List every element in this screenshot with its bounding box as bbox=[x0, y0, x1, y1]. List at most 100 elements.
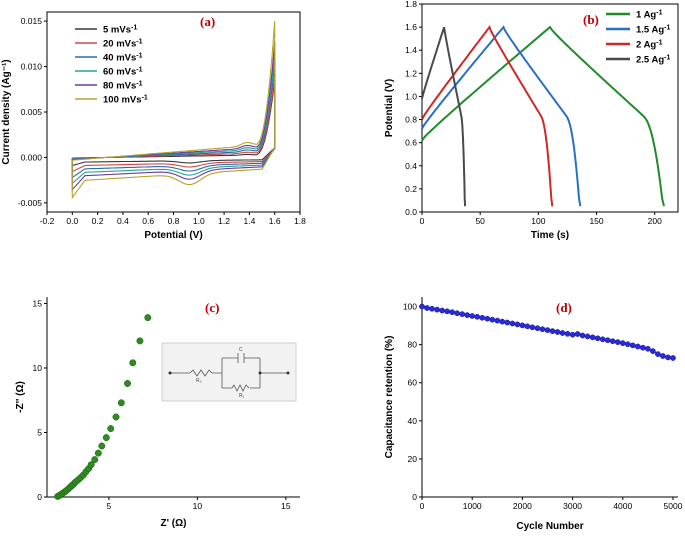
x-tick-label: -0.2 bbox=[40, 216, 55, 226]
y-tick-label: 0.8 bbox=[405, 115, 417, 125]
gcd-chart: 0 50 100 150 200 0.0 0.2 0.4 0.6 0.8 1.0 1.2 1.4 1.6 1… bbox=[384, 0, 679, 241]
data-point bbox=[469, 313, 476, 319]
cv-series-line bbox=[71, 21, 276, 200]
x-tick-label: 0.2 bbox=[92, 216, 104, 226]
panel-label: (d) bbox=[556, 300, 572, 315]
data-point bbox=[484, 315, 491, 322]
data-point bbox=[539, 326, 546, 333]
data-point bbox=[444, 308, 450, 315]
data-point bbox=[439, 307, 445, 314]
y-tick-label: 1.6 bbox=[405, 22, 417, 32]
data-point bbox=[464, 312, 471, 318]
x-tick-label: 1.8 bbox=[294, 216, 306, 226]
node bbox=[258, 371, 262, 375]
gcd-series-line bbox=[421, 26, 467, 207]
legend-label: 80 mVs-1 bbox=[103, 80, 143, 92]
y-tick-label: 0.005 bbox=[21, 107, 43, 117]
data-point bbox=[634, 343, 641, 350]
data-point bbox=[574, 331, 581, 337]
data-point bbox=[534, 325, 541, 332]
data-point bbox=[499, 318, 506, 325]
data-point bbox=[624, 341, 631, 348]
y-tick-label: 60 bbox=[408, 378, 418, 388]
data-point bbox=[554, 329, 561, 335]
data-point bbox=[559, 330, 566, 336]
terminal bbox=[286, 371, 290, 375]
inset-frame bbox=[161, 342, 297, 402]
y-tick-label: 1.8 bbox=[405, 0, 417, 9]
y-tick-label: 0.2 bbox=[405, 184, 417, 194]
y-axis-label: Potential (V) bbox=[384, 79, 395, 137]
gcd-series-line bbox=[421, 25, 665, 207]
x-tick-label: 3000 bbox=[563, 501, 582, 511]
gcd-series-line bbox=[421, 25, 554, 207]
data-point bbox=[107, 425, 115, 433]
data-point bbox=[645, 345, 651, 352]
data-point bbox=[524, 323, 531, 330]
x-tick-label: 0 bbox=[420, 501, 425, 511]
x-tick-label: 50 bbox=[475, 216, 485, 226]
x-tick-label: 10 bbox=[193, 501, 203, 511]
data-point bbox=[434, 306, 440, 313]
y-axis-label: -Z'' (Ω) bbox=[15, 381, 26, 413]
data-point bbox=[449, 309, 455, 316]
data-point bbox=[619, 340, 626, 346]
data-point bbox=[544, 327, 551, 333]
data-point bbox=[94, 449, 102, 457]
x-tick-label: 1.4 bbox=[243, 216, 255, 226]
data-point bbox=[655, 351, 661, 357]
data-point bbox=[424, 305, 430, 311]
plot-frame bbox=[46, 11, 301, 213]
data-point bbox=[87, 461, 95, 469]
data-point bbox=[474, 313, 481, 320]
x-axis-label: Time (s) bbox=[531, 230, 569, 241]
data-point bbox=[569, 331, 576, 338]
legend-label: 40 mVs-1 bbox=[103, 52, 143, 64]
data-point bbox=[419, 303, 425, 310]
panel-label: (c) bbox=[205, 300, 219, 315]
y-tick-label: 1.0 bbox=[405, 91, 417, 101]
data-point bbox=[609, 338, 616, 345]
data-point bbox=[429, 305, 435, 312]
y-tick-label: 100 bbox=[403, 302, 417, 312]
x-tick-label: 1.6 bbox=[269, 216, 281, 226]
x-axis-label: Cycle Number bbox=[516, 521, 583, 532]
legend-label: 2.5 Ag-1 bbox=[636, 54, 671, 66]
y-axis-label: Current density (Ag⁻¹) bbox=[1, 59, 12, 164]
data-point bbox=[640, 344, 646, 351]
x-tick-label: 2000 bbox=[513, 501, 532, 511]
panel-label: (b) bbox=[583, 12, 599, 27]
y-tick-label: 20 bbox=[408, 454, 418, 464]
data-point bbox=[98, 442, 106, 450]
x-tick-label: 0.6 bbox=[142, 216, 154, 226]
cycling-chart: 0 1000 2000 3000 4000 5000 0 20 40 60 80 100 Cycle N… bbox=[384, 297, 683, 532]
y-tick-label: 0.015 bbox=[21, 16, 43, 26]
y-tick-label: 15 bbox=[33, 298, 43, 308]
y-tick-label: 1.4 bbox=[405, 45, 417, 55]
data-point bbox=[489, 316, 496, 323]
data-point bbox=[112, 413, 120, 421]
legend-label: 2 Ag-1 bbox=[636, 39, 663, 51]
x-tick-label: 1000 bbox=[463, 501, 482, 511]
data-point bbox=[594, 335, 601, 342]
legend-label: 1.5 Ag-1 bbox=[636, 24, 671, 36]
data-point bbox=[519, 322, 526, 329]
data-point bbox=[509, 320, 516, 327]
x-tick-label: 5 bbox=[107, 501, 112, 511]
legend-label: 100 mVs-1 bbox=[103, 94, 148, 106]
data-point bbox=[514, 321, 521, 328]
data-point bbox=[91, 456, 99, 464]
capacitor-label: C bbox=[239, 347, 243, 353]
x-axis-label: Potential (V) bbox=[144, 230, 202, 241]
x-tick-label: 5000 bbox=[664, 501, 683, 511]
data-point bbox=[529, 324, 536, 331]
y-tick-label: -0.005 bbox=[18, 198, 42, 208]
legend-label: 20 mVs-1 bbox=[103, 38, 143, 50]
x-tick-label: 4000 bbox=[613, 501, 632, 511]
x-tick-label: 15 bbox=[281, 501, 291, 511]
data-point bbox=[660, 353, 666, 359]
y-tick-label: 0.4 bbox=[405, 161, 417, 171]
x-tick-label: 0.0 bbox=[66, 216, 78, 226]
y-tick-label: 80 bbox=[408, 340, 418, 350]
